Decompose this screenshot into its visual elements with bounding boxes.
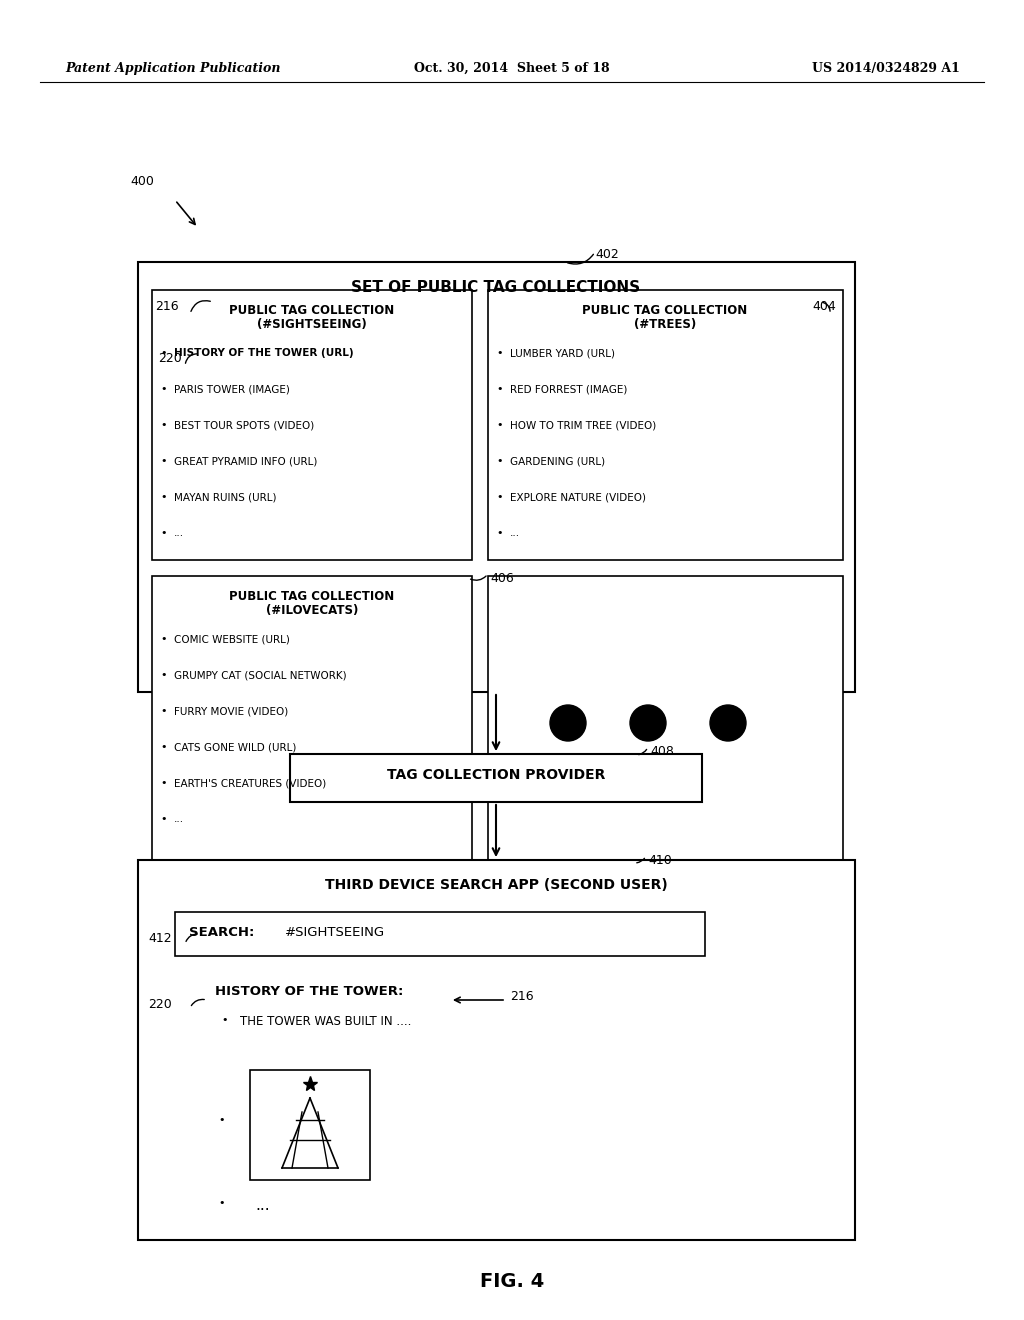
Text: HOW TO TRIM TREE (VIDEO): HOW TO TRIM TREE (VIDEO) <box>510 420 656 430</box>
Text: SET OF PUBLIC TAG COLLECTIONS: SET OF PUBLIC TAG COLLECTIONS <box>351 280 641 294</box>
Text: HISTORY OF THE TOWER (URL): HISTORY OF THE TOWER (URL) <box>174 348 353 358</box>
Text: 220: 220 <box>148 998 172 1011</box>
Text: TAG COLLECTION PROVIDER: TAG COLLECTION PROVIDER <box>387 768 605 781</box>
Text: GRUMPY CAT (SOCIAL NETWORK): GRUMPY CAT (SOCIAL NETWORK) <box>174 671 347 680</box>
Text: 216: 216 <box>510 990 534 1003</box>
Text: •: • <box>161 492 167 502</box>
Text: •: • <box>161 384 167 393</box>
Text: ...: ... <box>174 814 184 824</box>
Text: Oct. 30, 2014  Sheet 5 of 18: Oct. 30, 2014 Sheet 5 of 18 <box>414 62 610 75</box>
Text: 402: 402 <box>595 248 618 261</box>
Text: US 2014/0324829 A1: US 2014/0324829 A1 <box>812 62 961 75</box>
Text: 408: 408 <box>650 744 674 758</box>
Circle shape <box>550 705 586 741</box>
Text: BEST TOUR SPOTS (VIDEO): BEST TOUR SPOTS (VIDEO) <box>174 420 314 430</box>
Text: •: • <box>497 455 503 466</box>
Text: •: • <box>161 420 167 430</box>
Text: PUBLIC TAG COLLECTION: PUBLIC TAG COLLECTION <box>583 304 748 317</box>
Bar <box>138 861 855 1239</box>
Text: (#TREES): (#TREES) <box>634 318 696 331</box>
Text: •: • <box>219 1199 225 1208</box>
Text: 404: 404 <box>812 300 836 313</box>
Text: THIRD DEVICE SEARCH APP (SECOND USER): THIRD DEVICE SEARCH APP (SECOND USER) <box>325 878 668 892</box>
Text: •: • <box>161 671 167 680</box>
Text: EARTH'S CREATURES (VIDEO): EARTH'S CREATURES (VIDEO) <box>174 777 327 788</box>
Text: HISTORY OF THE TOWER:: HISTORY OF THE TOWER: <box>215 985 403 998</box>
Circle shape <box>630 705 666 741</box>
Text: •: • <box>161 455 167 466</box>
Text: EXPLORE NATURE (VIDEO): EXPLORE NATURE (VIDEO) <box>510 492 646 502</box>
Bar <box>138 261 855 692</box>
Text: •: • <box>161 634 167 644</box>
Text: •: • <box>161 528 167 539</box>
Bar <box>290 754 702 803</box>
Text: ...: ... <box>174 528 184 539</box>
Text: LUMBER YARD (URL): LUMBER YARD (URL) <box>510 348 615 358</box>
Text: •: • <box>497 384 503 393</box>
Circle shape <box>710 705 746 741</box>
Text: •: • <box>497 528 503 539</box>
Text: ...: ... <box>255 1199 269 1213</box>
Text: #SIGHTSEEING: #SIGHTSEEING <box>285 927 385 939</box>
Bar <box>175 912 705 956</box>
Text: ...: ... <box>510 528 520 539</box>
Text: (#SIGHTSEEING): (#SIGHTSEEING) <box>257 318 367 331</box>
Text: •: • <box>497 348 503 358</box>
Text: 220: 220 <box>158 352 181 366</box>
Text: CATS GONE WILD (URL): CATS GONE WILD (URL) <box>174 742 296 752</box>
Text: •: • <box>161 777 167 788</box>
Text: COMIC WEBSITE (URL): COMIC WEBSITE (URL) <box>174 634 290 644</box>
Text: •: • <box>161 348 167 358</box>
Text: PUBLIC TAG COLLECTION: PUBLIC TAG COLLECTION <box>229 590 394 603</box>
Text: •: • <box>497 492 503 502</box>
Text: RED FORREST (IMAGE): RED FORREST (IMAGE) <box>510 384 628 393</box>
Text: 412: 412 <box>148 932 172 945</box>
Bar <box>152 576 472 871</box>
Text: PARIS TOWER (IMAGE): PARIS TOWER (IMAGE) <box>174 384 290 393</box>
Bar <box>250 1071 370 1180</box>
Bar <box>488 576 843 871</box>
Text: •: • <box>222 1015 228 1026</box>
Text: 400: 400 <box>130 176 154 187</box>
Text: FIG. 4: FIG. 4 <box>480 1272 544 1291</box>
Text: GARDENING (URL): GARDENING (URL) <box>510 455 605 466</box>
Text: PUBLIC TAG COLLECTION: PUBLIC TAG COLLECTION <box>229 304 394 317</box>
Text: FURRY MOVIE (VIDEO): FURRY MOVIE (VIDEO) <box>174 706 288 715</box>
Bar <box>488 290 843 560</box>
Text: GREAT PYRAMID INFO (URL): GREAT PYRAMID INFO (URL) <box>174 455 317 466</box>
Text: SEARCH:: SEARCH: <box>189 927 254 939</box>
Text: •: • <box>497 420 503 430</box>
Text: MAYAN RUINS (URL): MAYAN RUINS (URL) <box>174 492 276 502</box>
Text: (#ILOVECATS): (#ILOVECATS) <box>266 605 358 616</box>
Text: •: • <box>161 742 167 752</box>
Text: 216: 216 <box>155 300 178 313</box>
Text: Patent Application Publication: Patent Application Publication <box>65 62 281 75</box>
Text: 410: 410 <box>648 854 672 867</box>
Bar <box>152 290 472 560</box>
Text: •: • <box>161 814 167 824</box>
Text: 406: 406 <box>490 572 514 585</box>
Text: •: • <box>161 706 167 715</box>
Text: THE TOWER WAS BUILT IN ....: THE TOWER WAS BUILT IN .... <box>240 1015 412 1028</box>
Text: •: • <box>219 1115 225 1125</box>
